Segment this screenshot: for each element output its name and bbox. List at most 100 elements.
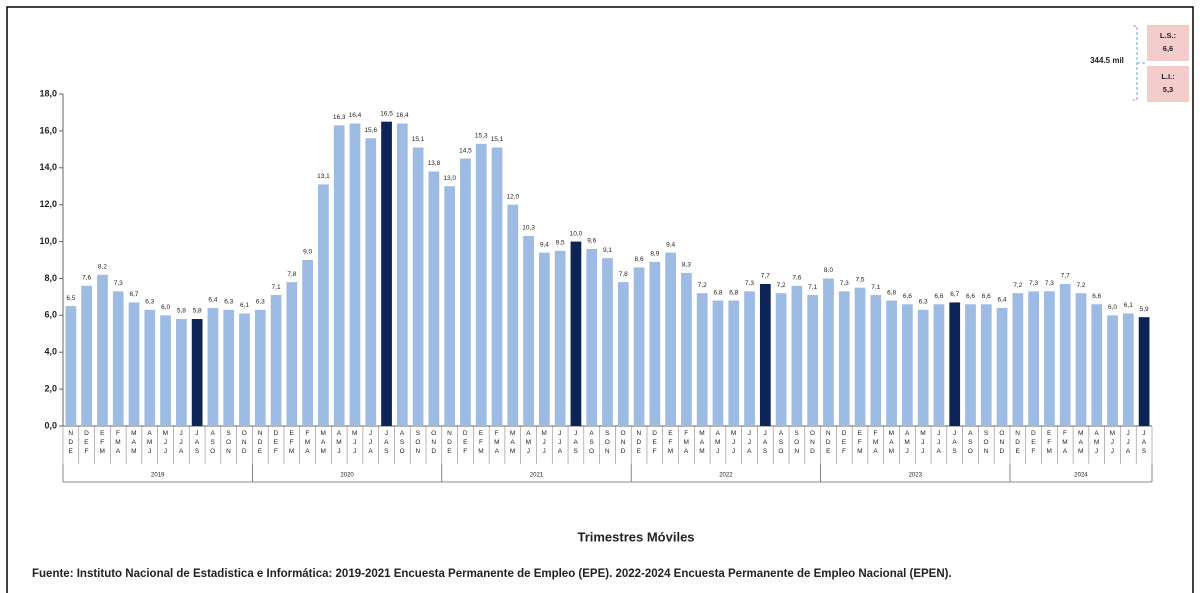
year-label: 2021 — [530, 473, 544, 479]
value-label: 15,6 — [364, 127, 377, 134]
value-label: 7,3 — [1045, 280, 1054, 287]
value-label: 7,3 — [745, 280, 754, 287]
value-label: 6,6 — [982, 293, 991, 300]
upper-label: L.S.: — [1160, 31, 1176, 40]
source: Fuente: Instituto Nacional de Estadistic… — [32, 568, 952, 580]
y-tick-label: 10,0 — [39, 236, 57, 246]
bar — [81, 285, 93, 426]
x-tick-label: JAS — [1140, 430, 1147, 457]
y-tick-label: 4,0 — [44, 347, 57, 357]
value-label: 6,8 — [887, 289, 896, 296]
value-label: 6,0 — [1108, 304, 1117, 311]
x-tick-label: NDE — [1014, 430, 1021, 457]
bar — [444, 186, 456, 426]
value-label: 7,1 — [272, 284, 281, 291]
value-label: 6,3 — [145, 299, 154, 306]
bar — [759, 283, 771, 426]
x-tick-label: JJA — [178, 430, 185, 457]
x-tick-label: JAS — [572, 430, 579, 457]
bar — [475, 143, 487, 427]
value-label: 16,4 — [396, 112, 409, 119]
x-tick-label: SON — [604, 430, 611, 457]
x-tick-label: FMA — [304, 430, 311, 457]
x-tick-label: JJA — [367, 430, 374, 457]
bar — [491, 147, 503, 426]
value-label: 8,6 — [635, 256, 644, 263]
x-tick-label: ASO — [588, 430, 595, 457]
x-tick-label: AMJ — [335, 430, 342, 457]
x-tick-label: EFM — [667, 430, 674, 457]
x-tick-label: JAS — [193, 430, 200, 457]
x-tick-label: DEF — [651, 430, 658, 457]
year-label: 2022 — [719, 473, 733, 479]
bar — [649, 261, 661, 426]
value-label: 6,6 — [934, 293, 943, 300]
value-label: 6,4 — [208, 297, 217, 304]
bar — [507, 204, 519, 426]
bar — [239, 313, 250, 426]
x-tick-label: OND — [241, 430, 248, 457]
value-label: 7,1 — [871, 284, 880, 291]
bar — [1044, 291, 1055, 426]
x-tick-label: DEF — [1030, 430, 1037, 457]
x-tick-label: OND — [430, 430, 437, 457]
bar — [775, 293, 787, 426]
bar — [112, 291, 124, 426]
bar — [1091, 304, 1103, 426]
bar — [381, 121, 392, 427]
x-tick-label: JJA — [746, 430, 753, 457]
lower-label: L.I.: — [1161, 72, 1174, 81]
x-tick-label: MAM — [698, 430, 705, 457]
x-tick-label: DEF — [841, 430, 848, 457]
x-tick-label: FMA — [1061, 430, 1068, 457]
bar — [365, 138, 377, 426]
bar — [428, 171, 440, 426]
upper-box — [1147, 25, 1189, 61]
bar — [1138, 317, 1150, 426]
bar — [191, 319, 203, 426]
year-label: 2019 — [151, 473, 165, 479]
bar — [349, 123, 361, 426]
bar — [838, 291, 850, 426]
value-label: 7,5 — [855, 276, 864, 283]
value-label: 6,3 — [919, 299, 928, 306]
y-tick-label: 18,0 — [39, 88, 57, 98]
x-tick-label: EFM — [288, 430, 295, 457]
x-tick-label: OND — [620, 430, 627, 457]
value-label: 8,0 — [824, 267, 833, 274]
value-label: 6,7 — [129, 291, 138, 298]
x-tick-label: MJJ — [919, 430, 926, 457]
value-label: 10,0 — [570, 230, 583, 237]
value-label: 6,1 — [240, 302, 249, 309]
value-label: 8,9 — [650, 251, 659, 258]
value-label: 6,8 — [713, 289, 722, 296]
x-tick-label: JJA — [556, 430, 563, 457]
y-tick-label: 2,0 — [44, 383, 57, 393]
x-tick-label: NDE — [635, 430, 642, 457]
x-tick-label: MAM — [1077, 430, 1084, 457]
x-tick-label: DEF — [83, 430, 90, 457]
value-label: 7,2 — [698, 282, 707, 289]
x-tick-label: DEF — [462, 430, 469, 457]
value-label: 15,3 — [475, 133, 488, 140]
value-label: 7,7 — [1061, 273, 1070, 280]
value-label: 7,2 — [1076, 282, 1085, 289]
y-tick-label: 8,0 — [44, 273, 57, 283]
value-label: 8,3 — [682, 262, 691, 269]
value-label: 7,7 — [761, 273, 770, 280]
x-tick-label: ASO — [967, 430, 974, 457]
value-label: 6,3 — [256, 299, 265, 306]
value-label: 14,5 — [459, 147, 472, 154]
x-tick-label: OND — [809, 430, 816, 457]
x-tick-label: ASO — [777, 430, 784, 457]
lower-value: 5,3 — [1163, 85, 1173, 94]
annotation-value: 344.5 mil — [1090, 56, 1124, 65]
value-label: 13,1 — [317, 173, 330, 180]
value-label: 6,1 — [1124, 302, 1133, 309]
x-tick-label: MAM — [320, 430, 327, 457]
bar — [270, 295, 282, 426]
x-tick-label: JAS — [762, 430, 769, 457]
bar — [886, 300, 897, 426]
value-label: 13,8 — [428, 160, 441, 167]
bar — [333, 125, 345, 426]
